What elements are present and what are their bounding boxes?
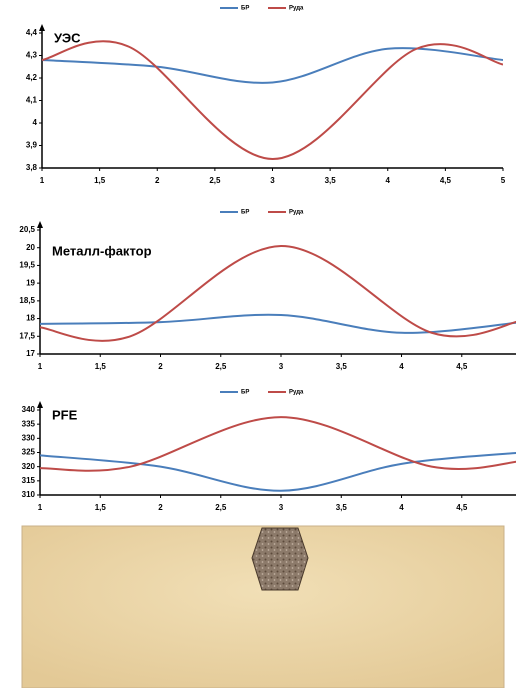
y-tick-label: 4,1 [26,96,38,105]
axis-arrow [39,24,45,31]
y-tick-label: 19 [26,278,35,287]
x-tick-label: 3 [270,176,275,185]
series-line [42,47,503,84]
x-tick-label: 3,5 [336,362,348,371]
legend-label: Руда [289,390,304,396]
y-tick-label: 19,5 [19,261,35,270]
x-tick-label: 3,5 [336,503,348,512]
hexagon [251,527,309,591]
x-tick-label: 4,5 [456,362,468,371]
y-tick-label: 17,5 [19,331,35,340]
x-tick-label: 4 [399,362,404,371]
line-chart: 17 17,5 18 18,5 19 19,5 20 20,5 1 1,5 2 2,5 3 3,5 4 4,5… [19,210,516,371]
x-tick-label: 2,5 [215,362,227,371]
series-line [40,452,516,492]
line-chart: 3,8 3,9 4 4,1 4,2 4,3 4,4 1 1,5 2 2,5 3 3,5 4 4,5 5 УЭС Б… [26,6,506,186]
x-tick-label: 4,5 [440,176,452,185]
y-tick-label: 4 [33,118,38,127]
x-tick-label: 1 [38,503,43,512]
x-tick-label: 2,5 [209,176,221,185]
x-tick-label: 2 [158,503,163,512]
y-tick-label: 18,5 [19,296,35,305]
y-tick-label: 320 [22,462,36,471]
x-tick-label: 2,5 [215,503,227,512]
legend-label: БР [241,6,249,12]
y-tick-label: 3,8 [26,163,38,172]
x-tick-label: 5 [501,176,506,185]
y-tick-label: 4,4 [26,28,38,37]
chart-title: PFE [52,407,78,422]
x-tick-label: 1,5 [95,362,107,371]
y-tick-label: 3,9 [26,141,38,150]
x-tick-label: 2 [155,176,160,185]
y-tick-label: 20,5 [19,225,35,234]
y-tick-label: 20 [26,243,35,252]
x-tick-label: 4 [386,176,391,185]
line-chart: 310 315 320 325 330 335 340 1 1,5 2 2,5 3 3,5 4 4,5 PFE… [22,390,516,512]
x-tick-label: 4,5 [456,503,468,512]
chart-title: УЭС [54,30,81,45]
y-tick-label: 4,3 [26,51,38,60]
legend-label: Руда [289,6,304,12]
x-tick-label: 1,5 [94,176,106,185]
x-tick-label: 1 [40,176,45,185]
y-tick-label: 340 [22,405,36,414]
series-line [42,40,503,161]
x-tick-label: 4 [399,503,404,512]
series-line [40,244,516,342]
x-tick-label: 3 [279,362,284,371]
x-tick-label: 3,5 [325,176,337,185]
y-tick-label: 335 [22,419,36,428]
legend-label: БР [241,210,249,216]
y-tick-label: 325 [22,448,36,457]
y-tick-label: 17 [26,349,35,358]
axis-arrow [37,221,43,228]
y-tick-label: 18 [26,314,35,323]
axis-arrow [37,401,43,408]
x-tick-label: 1 [38,362,43,371]
x-tick-label: 3 [279,503,284,512]
legend-label: Руда [289,210,304,216]
y-tick-label: 315 [22,476,36,485]
chart-title: Металл-фактор [52,243,152,258]
x-tick-label: 2 [158,362,163,371]
legend-label: БР [241,390,249,396]
series-line [40,416,516,472]
y-tick-label: 4,2 [26,73,38,82]
series-line [40,313,516,334]
x-tick-label: 1,5 [95,503,107,512]
y-tick-label: 310 [22,490,36,499]
y-tick-label: 330 [22,433,36,442]
